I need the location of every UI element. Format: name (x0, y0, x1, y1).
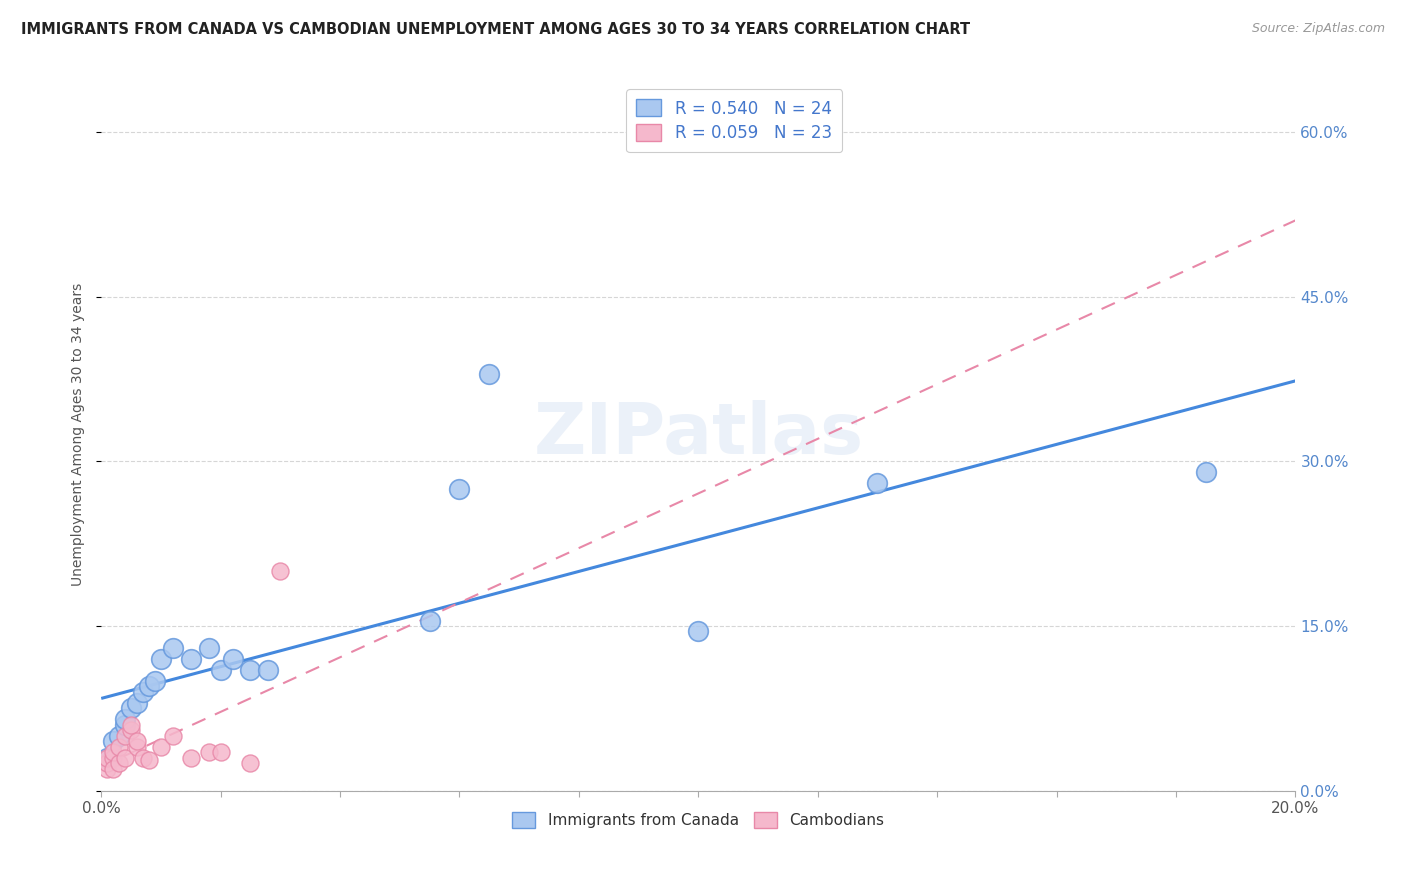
Point (180, 750, 202, 764)
Point (209, 663, 232, 677)
Point (101, 750, 124, 764)
Point (197, 745, 219, 759)
Point (419, 614, 441, 628)
Y-axis label: Unemployment Among Ages 30 to 34 years: Unemployment Among Ages 30 to 34 years (72, 283, 86, 586)
Point (162, 640, 184, 655)
Point (239, 756, 262, 771)
Point (101, 745, 124, 759)
Point (132, 750, 155, 764)
Point (125, 696, 148, 710)
Point (180, 652, 202, 666)
Point (114, 718, 136, 732)
Point (96, 750, 118, 764)
Point (138, 753, 160, 767)
Point (221, 652, 243, 666)
Point (209, 745, 232, 759)
Point (108, 729, 131, 743)
Point (269, 564, 291, 578)
Point (108, 739, 131, 754)
Point (162, 729, 184, 743)
Point (114, 712, 136, 726)
Point (257, 663, 280, 677)
Point (101, 734, 124, 748)
Point (132, 685, 155, 699)
Point (96, 750, 118, 764)
Point (478, 367, 501, 381)
Point (149, 652, 172, 666)
Point (138, 679, 160, 693)
Point (449, 482, 471, 496)
Point (120, 701, 142, 715)
Point (114, 750, 136, 764)
Text: Source: ZipAtlas.com: Source: ZipAtlas.com (1251, 22, 1385, 36)
Text: IMMIGRANTS FROM CANADA VS CAMBODIAN UNEMPLOYMENT AMONG AGES 30 TO 34 YEARS CORRE: IMMIGRANTS FROM CANADA VS CAMBODIAN UNEM… (21, 22, 970, 37)
Legend: Immigrants from Canada, Cambodians: Immigrants from Canada, Cambodians (506, 806, 890, 834)
Point (866, 476, 889, 491)
Point (101, 762, 124, 776)
Point (108, 756, 131, 771)
Point (149, 739, 172, 754)
Point (120, 723, 142, 738)
Point (114, 729, 136, 743)
Point (120, 718, 142, 732)
Point (239, 663, 262, 677)
Point (143, 673, 166, 688)
Text: ZIPatlas: ZIPatlas (533, 400, 863, 468)
Point (96, 756, 118, 771)
Point (688, 624, 710, 639)
Point (1195, 466, 1218, 480)
Point (125, 734, 148, 748)
Point (125, 739, 148, 754)
Point (96, 762, 118, 776)
Point (197, 640, 219, 655)
